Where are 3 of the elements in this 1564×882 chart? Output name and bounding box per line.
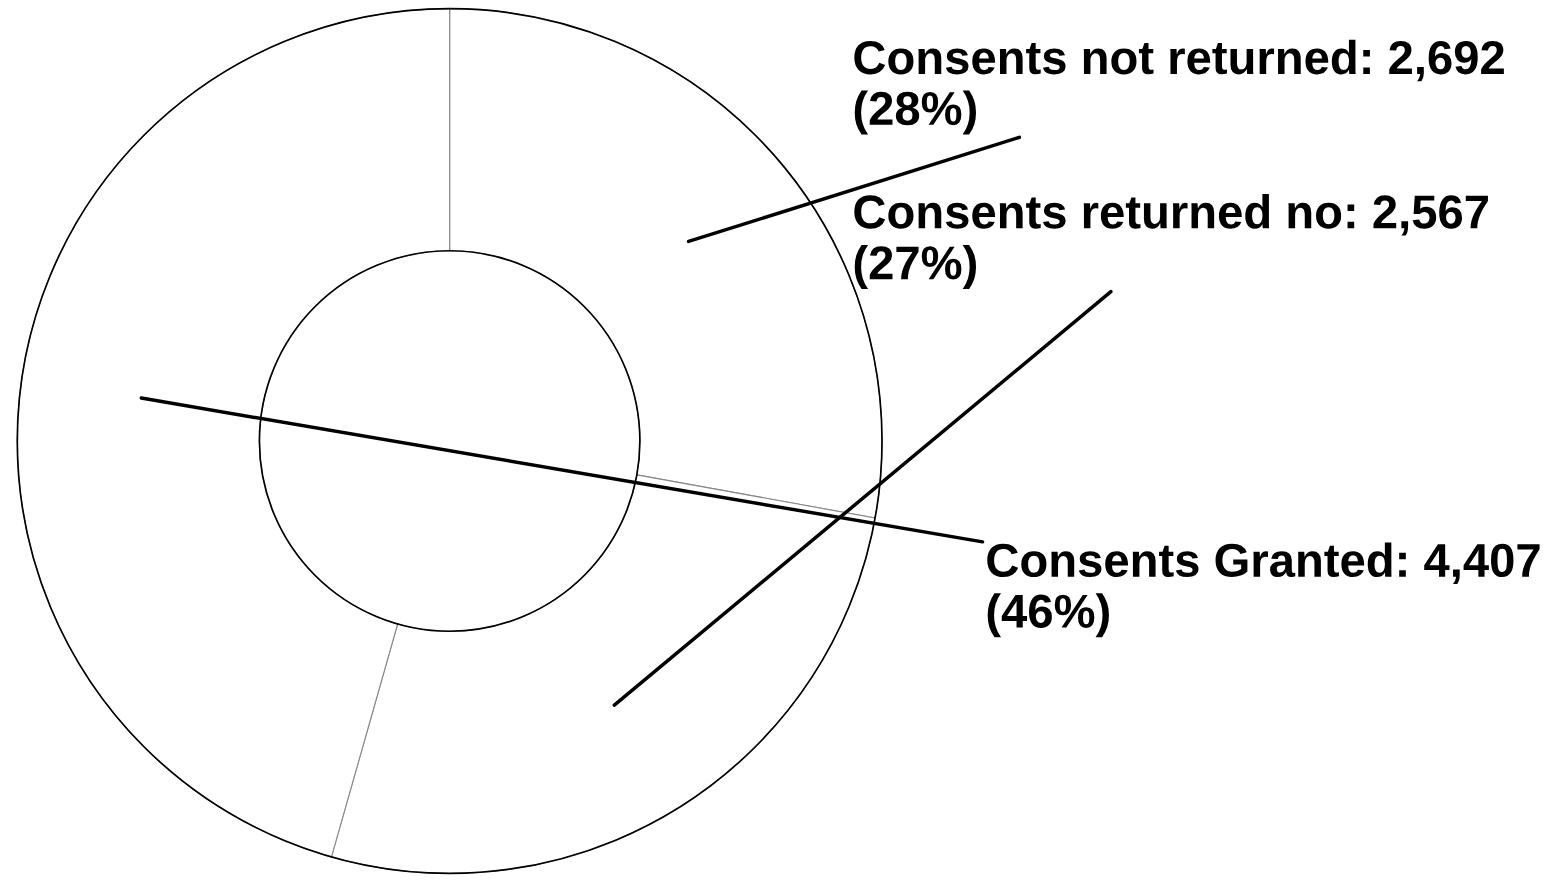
slice-label: Consents returned no: 2,567 (27%) bbox=[854, 194, 1488, 289]
slice-label: Consents not returned: 2,692 (28%) bbox=[854, 39, 1504, 135]
slice-label: Consents Granted: 4,407 (46%) bbox=[987, 542, 1540, 638]
